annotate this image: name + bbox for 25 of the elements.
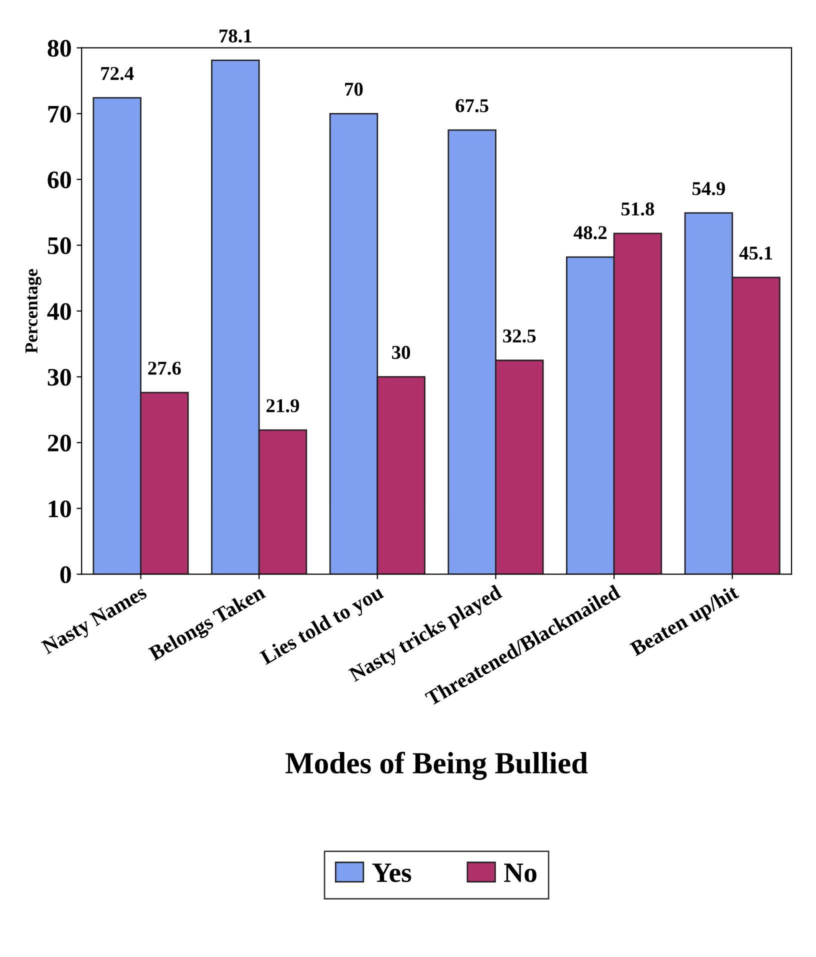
data-label: 72.4 <box>101 66 134 80</box>
y-tick-label: 0 <box>60 566 71 584</box>
data-label: 67.5 <box>456 99 488 112</box>
data-label: 30 <box>392 346 410 359</box>
x-axis-title: Modes of Being Bullied <box>286 752 588 780</box>
y-tick-label: 10 <box>48 500 71 518</box>
data-label: 45.1 <box>739 246 772 260</box>
y-tick-label: 20 <box>48 434 71 452</box>
data-label: 48.2 <box>574 226 607 240</box>
legend-label: No <box>504 864 536 882</box>
data-label: 70 <box>345 82 363 96</box>
data-label: 21.9 <box>266 399 300 412</box>
y-tick-label: 50 <box>48 237 71 254</box>
data-label: 54.9 <box>692 182 726 196</box>
y-tick-label: 40 <box>47 303 71 320</box>
legend-label: Yes <box>372 864 412 882</box>
y-tick-label: 80 <box>48 40 71 57</box>
data-label: 32.5 <box>503 329 536 343</box>
y-tick-label: 30 <box>48 368 71 386</box>
y-tick-label: 60 <box>48 171 71 188</box>
data-label: 78.1 <box>220 29 252 43</box>
data-label: 27.6 <box>148 362 181 375</box>
y-axis-title: Percentage <box>26 269 42 354</box>
data-label: 51.8 <box>621 202 654 216</box>
y-tick-label: 70 <box>48 106 71 123</box>
